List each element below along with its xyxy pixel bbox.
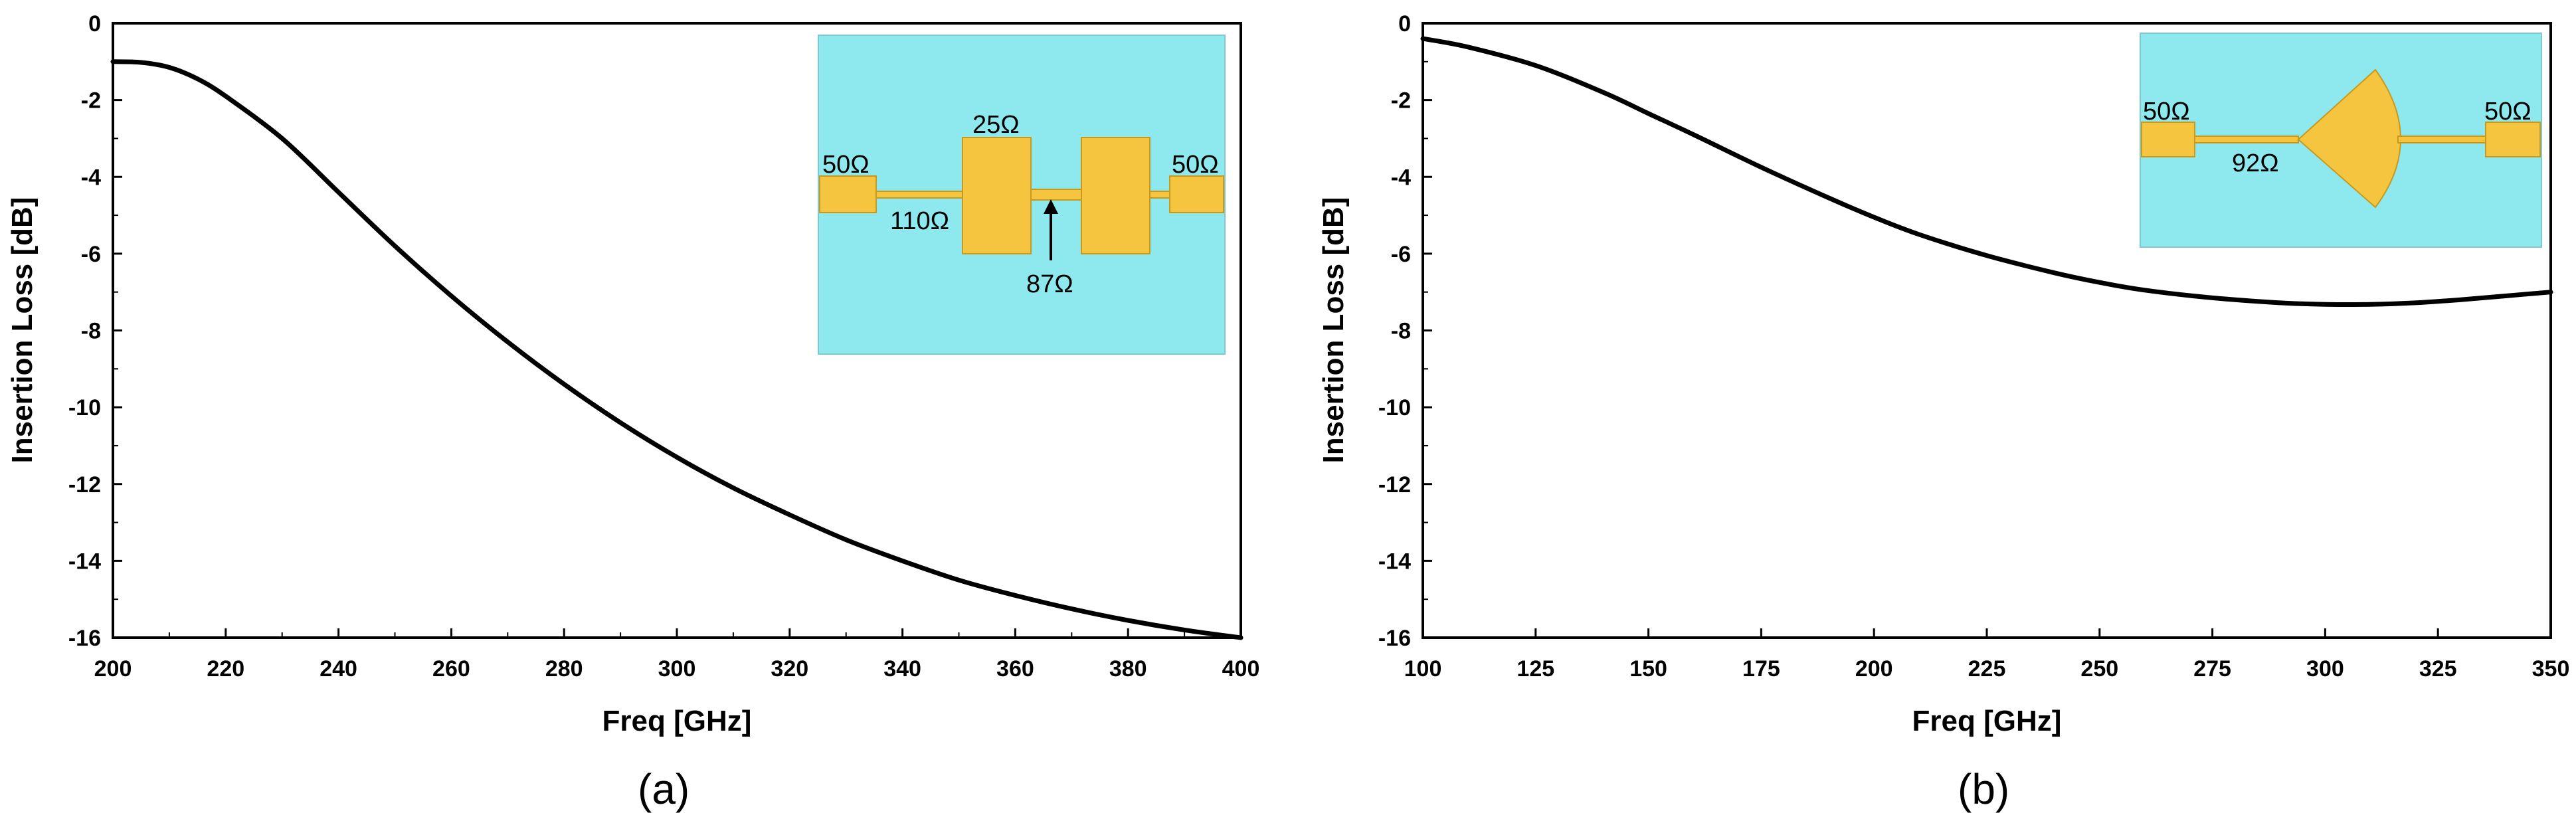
y-tick-label: -16 xyxy=(1378,626,1411,651)
y-tick-label: 0 xyxy=(88,11,101,37)
x-tick-label: 150 xyxy=(1629,656,1667,682)
y-tick-label: -8 xyxy=(1391,319,1411,344)
x-tick-label: 300 xyxy=(2306,656,2344,682)
inset-a-label-110: 110Ω xyxy=(890,207,949,235)
x-tick-label: 260 xyxy=(432,656,470,682)
inset-a-label-50-left: 50Ω xyxy=(822,151,870,179)
x-tick-label: 200 xyxy=(94,656,132,682)
x-tick-label: 100 xyxy=(1404,656,1442,682)
x-tick-label: 360 xyxy=(996,656,1034,682)
x-tick-label: 320 xyxy=(771,656,808,682)
inset-a-label-50-right: 50Ω xyxy=(1172,151,1219,179)
x-tick-label: 175 xyxy=(1742,656,1780,682)
x-tick-label: 350 xyxy=(2532,656,2570,682)
y-tick-label: -14 xyxy=(1378,549,1411,574)
panel-label-a: (a) xyxy=(638,765,690,813)
inset-a-label-25: 25Ω xyxy=(972,111,1020,139)
line-110ohm xyxy=(875,191,963,199)
port-right-pad-b xyxy=(2485,122,2541,157)
x-tick-label: 125 xyxy=(1517,656,1554,682)
y-tick-label: -16 xyxy=(68,626,101,651)
inset-a-label-87: 87Ω xyxy=(1026,270,1073,298)
x-tick-label: 250 xyxy=(2080,656,2118,682)
x-tick-label: 240 xyxy=(320,656,357,682)
x-tick-label: 275 xyxy=(2193,656,2231,682)
stub-25ohm-left xyxy=(962,137,1032,254)
x-axis-title-a: Freq [GHz] xyxy=(602,705,752,737)
y-ticks-a: 0 -2 -4 -6 -8 -10 -12 -14 -16 xyxy=(68,11,122,651)
y-tick-label: -10 xyxy=(1378,395,1411,420)
inset-b: 50Ω 50Ω 92Ω xyxy=(2140,33,2542,248)
panel-a: 200 220 240 260 280 300 320 340 360 380 400 0 -2 -4 -… xyxy=(6,11,1259,813)
x-tick-label: 300 xyxy=(658,656,696,682)
x-tick-label: 220 xyxy=(207,656,244,682)
line-87ohm xyxy=(1030,189,1082,201)
port-left-pad-b xyxy=(2141,122,2195,157)
y-tick-label: -4 xyxy=(1391,165,1411,190)
y-ticks-b: 0 -2 -4 -6 -8 -10 -12 -14 -16 xyxy=(1378,11,1432,651)
y-tick-label: -2 xyxy=(81,88,101,114)
port-left-pad xyxy=(819,175,877,213)
y-tick-label: -8 xyxy=(81,319,101,344)
series-line-b xyxy=(1420,36,2553,307)
inset-b-label-50-left: 50Ω xyxy=(2143,98,2190,126)
arrow-87ohm-head xyxy=(1044,199,1058,214)
port-right-pad xyxy=(1169,175,1224,213)
line-short xyxy=(1149,191,1170,199)
inset-b-circuit xyxy=(2141,68,2541,209)
x-tick-label: 325 xyxy=(2419,656,2457,682)
line-92ohm xyxy=(2194,136,2299,143)
panel-b: 100 125 150 175 200 225 250 275 300 325 350 0 -2 -4 -… xyxy=(1317,11,2569,813)
y-tick-label: -14 xyxy=(68,549,101,574)
x-ticks-a: 200 220 240 260 280 300 320 340 360 380 400 xyxy=(94,628,1260,682)
y-tick-label: -2 xyxy=(1391,88,1411,114)
x-tick-label: 340 xyxy=(883,656,921,682)
inset-b-label-92: 92Ω xyxy=(2232,149,2279,177)
y-axis-title-b: Insertion Loss [dB] xyxy=(1317,197,1350,464)
y-tick-label: -12 xyxy=(68,472,101,498)
inset-a-circuit xyxy=(819,137,1224,254)
x-tick-label: 280 xyxy=(545,656,583,682)
y-tick-label: -12 xyxy=(1378,472,1411,498)
stub-25ohm-right xyxy=(1081,137,1150,254)
x-tick-label: 225 xyxy=(1968,656,2006,682)
x-tick-label: 380 xyxy=(1109,656,1147,682)
x-tick-label: 400 xyxy=(1222,656,1260,682)
y-tick-label: -4 xyxy=(81,165,101,190)
y-tick-label: -6 xyxy=(81,242,101,267)
y-tick-label: -6 xyxy=(1391,242,1411,267)
y-tick-label: -10 xyxy=(68,395,101,420)
line-short-b xyxy=(2397,136,2486,143)
y-axis-title-a: Insertion Loss [dB] xyxy=(6,197,39,464)
series-line-a xyxy=(110,59,1243,640)
inset-a: 50Ω 25Ω 50Ω 110Ω 87Ω xyxy=(818,35,1226,355)
y-tick-label: 0 xyxy=(1398,11,1411,37)
x-tick-label: 200 xyxy=(1855,656,1893,682)
inset-b-label-50-right: 50Ω xyxy=(2484,98,2531,126)
x-axis-title-b: Freq [GHz] xyxy=(1912,705,2062,737)
panel-label-b: (b) xyxy=(1958,765,2009,813)
x-ticks-b: 100 125 150 175 200 225 250 275 300 325 350 xyxy=(1404,628,2570,682)
